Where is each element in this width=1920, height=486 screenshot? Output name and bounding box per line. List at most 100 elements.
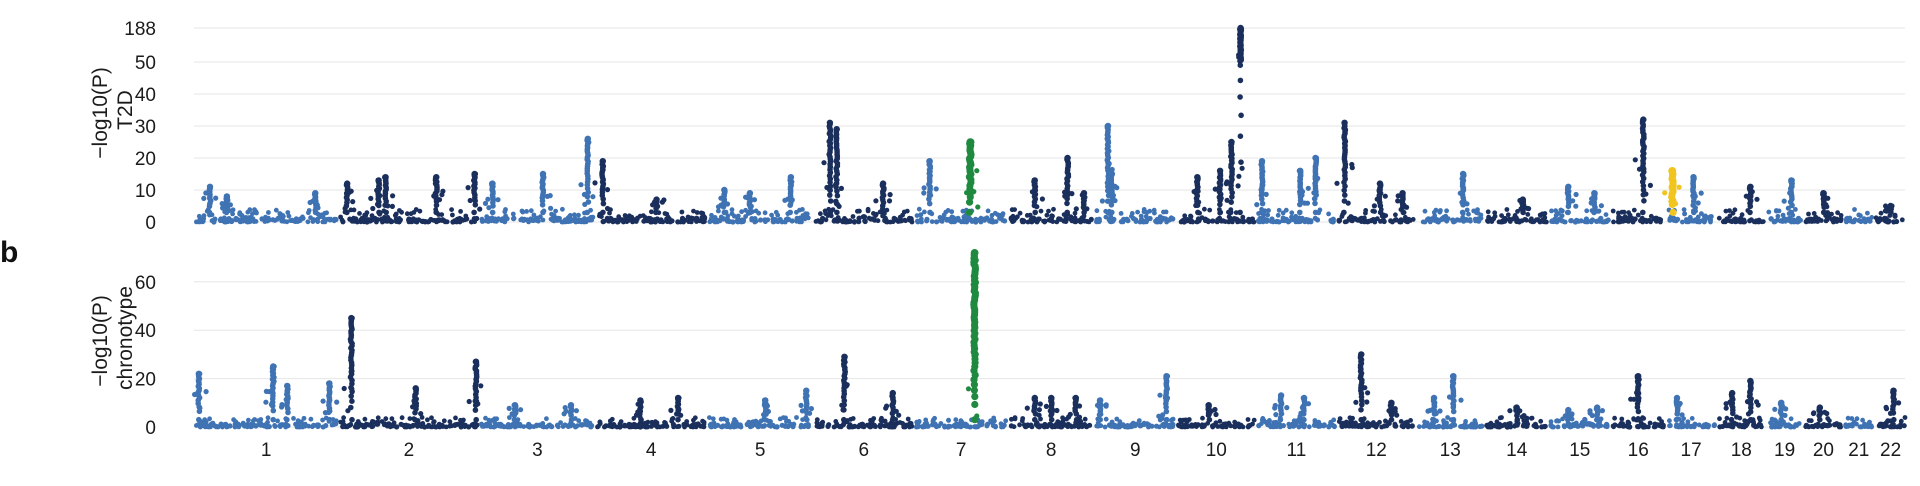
snp-point: [1556, 211, 1561, 216]
snp-point: [784, 419, 789, 424]
peak-top-point: [312, 190, 319, 197]
snp-point: [1580, 421, 1586, 427]
snp-point: [1494, 424, 1501, 430]
peak-point: [1599, 408, 1605, 414]
peak-point: [192, 391, 198, 398]
snp-point: [1298, 217, 1304, 223]
chromosome-8-points: [1008, 415, 1093, 430]
snp-point: [560, 206, 565, 212]
chromosome-16-points: [1610, 207, 1664, 225]
peak-point: [1647, 182, 1653, 188]
peak-point: [1817, 416, 1823, 423]
snp-point: [637, 213, 643, 219]
snp-point: [1552, 216, 1559, 222]
peak-point: [765, 408, 772, 415]
chromosome-6-points: [814, 415, 915, 430]
snp-point: [1019, 418, 1025, 424]
y-tick-label: 50: [135, 53, 156, 74]
peak-top-point: [1104, 122, 1112, 130]
snp-point: [572, 212, 577, 218]
peak-point: [1669, 208, 1677, 216]
snp-point: [1038, 208, 1044, 214]
snp-point: [1611, 219, 1616, 225]
snp-point: [633, 424, 639, 430]
snp-point: [419, 415, 425, 420]
snp-point: [441, 418, 447, 424]
snp-point: [1019, 218, 1026, 224]
peak-point: [349, 416, 355, 423]
snp-point: [398, 421, 404, 427]
snp-point: [1072, 210, 1078, 216]
snp-point: [733, 421, 739, 427]
snp-point: [710, 416, 716, 422]
peak-point: [431, 193, 437, 199]
peak-point: [674, 411, 680, 417]
snp-point: [1422, 208, 1428, 214]
snp-point: [762, 210, 768, 216]
peak-point: [1789, 202, 1795, 208]
chromosome-10-points: [1176, 415, 1257, 430]
snp-point: [1259, 417, 1265, 423]
panel-b-y-axis-sub: chronotype: [114, 286, 137, 390]
snp-point: [1062, 422, 1068, 428]
peak-chr9: [1156, 373, 1171, 423]
snp-point: [1267, 418, 1272, 424]
snp-point: [202, 417, 208, 423]
peak-chr15: [1588, 190, 1604, 216]
peak-top-point: [826, 119, 834, 127]
snp-point: [1612, 422, 1618, 428]
snp-point: [1280, 210, 1286, 216]
peak-point: [804, 416, 810, 423]
peak-top-point: [326, 380, 333, 387]
snp-point: [597, 419, 603, 425]
peak-point: [327, 408, 333, 414]
peak-point: [1237, 94, 1243, 100]
snp-point: [1499, 213, 1504, 219]
snp-point: [450, 212, 455, 218]
peak-chr1: [307, 190, 321, 216]
chromosome-13-points: [1420, 207, 1484, 225]
peak-point: [334, 399, 340, 405]
snp-point: [339, 217, 345, 223]
peak-point: [370, 205, 376, 212]
snp-point: [416, 421, 422, 427]
peak-point: [799, 408, 806, 414]
peak-point: [789, 197, 795, 203]
snp-point: [1689, 416, 1695, 421]
peak-chr2: [431, 174, 446, 216]
snp-point: [1784, 217, 1790, 223]
snp-point: [1795, 215, 1802, 221]
snp-point: [1222, 421, 1228, 427]
snp-point: [1060, 415, 1065, 421]
peak-top-point: [1887, 202, 1894, 210]
snp-point: [1774, 208, 1779, 213]
snp-point: [379, 216, 385, 222]
peak-point: [971, 189, 977, 195]
snp-point: [730, 219, 736, 225]
snp-point: [1063, 215, 1069, 222]
peak-point: [1371, 203, 1377, 209]
snp-point: [1069, 217, 1075, 223]
snp-point: [1102, 424, 1108, 430]
snp-point: [1654, 422, 1660, 428]
snp-point: [1631, 216, 1637, 222]
peak-point: [203, 190, 209, 196]
snp-point: [941, 212, 947, 218]
peak-top-point: [1064, 154, 1071, 162]
snp-point: [1416, 424, 1422, 430]
peak-top-point: [1108, 170, 1116, 178]
peak-point: [1744, 399, 1751, 405]
snp-point: [247, 207, 253, 213]
peak-point: [390, 193, 396, 199]
snp-point: [1671, 217, 1677, 223]
snp-point: [502, 209, 508, 215]
snp-point: [934, 219, 940, 225]
peak-point: [807, 410, 813, 416]
peak-point: [1820, 209, 1827, 216]
peak-point: [1081, 205, 1087, 211]
snp-point: [878, 422, 884, 428]
snp-point: [300, 423, 306, 429]
peak-top-point: [599, 158, 606, 165]
peak-top-point: [471, 170, 478, 178]
peak-point: [348, 188, 354, 194]
